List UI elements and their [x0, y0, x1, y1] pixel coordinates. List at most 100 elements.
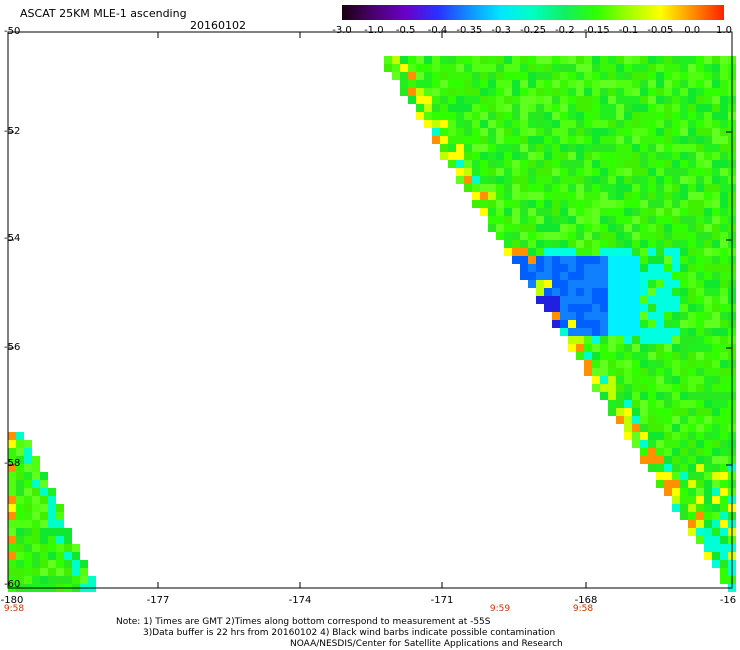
swath-pixel — [624, 336, 632, 344]
swath-pixel — [696, 112, 704, 120]
swath-pixel — [528, 264, 536, 272]
swath-pixel — [536, 176, 544, 184]
swath-pixel — [616, 264, 624, 272]
swath-pixel — [480, 120, 488, 128]
swath-pixel — [720, 224, 728, 232]
swath-pixel — [696, 184, 704, 192]
swath-pixel — [576, 304, 584, 312]
swath-pixel — [696, 344, 704, 352]
swath-pixel — [464, 152, 472, 160]
swath-pixel — [704, 416, 712, 424]
swath-pixel — [8, 440, 16, 448]
swath-pixel — [8, 568, 16, 576]
swath-pixel — [672, 72, 680, 80]
swath-pixel — [424, 72, 432, 80]
swath-pixel — [560, 232, 568, 240]
swath-pixel — [48, 544, 56, 552]
swath-pixel — [32, 496, 40, 504]
swath-pixel — [696, 272, 704, 280]
swath-pixel — [680, 112, 688, 120]
swath-pixel — [560, 288, 568, 296]
swath-pixel — [576, 192, 584, 200]
swath-pixel — [544, 248, 552, 256]
swath-pixel — [520, 80, 528, 88]
swath-pixel — [624, 192, 632, 200]
swath-pixel — [504, 128, 512, 136]
swath-pixel — [680, 160, 688, 168]
swath-pixel — [552, 72, 560, 80]
swath-pixel — [696, 256, 704, 264]
swath-pixel — [608, 248, 616, 256]
swath-pixel — [520, 136, 528, 144]
swath-pixel — [664, 208, 672, 216]
swath-pixel — [608, 184, 616, 192]
swath-pixel — [528, 248, 536, 256]
swath-pixel — [664, 288, 672, 296]
swath-pixel — [712, 280, 720, 288]
swath-pixel — [704, 408, 712, 416]
swath-pixel — [696, 240, 704, 248]
swath-pixel — [704, 184, 712, 192]
swath-pixel — [32, 552, 40, 560]
swath-pixel — [712, 472, 720, 480]
swath-pixel — [616, 88, 624, 96]
swath-pixel — [712, 160, 720, 168]
swath-pixel — [648, 392, 656, 400]
swath-pixel — [680, 320, 688, 328]
swath-pixel — [624, 104, 632, 112]
swath-pixel — [608, 232, 616, 240]
swath-pixel — [712, 112, 720, 120]
swath-pixel — [648, 464, 656, 472]
swath-pixel — [712, 432, 720, 440]
swath-pixel — [712, 496, 720, 504]
swath-pixel — [632, 64, 640, 72]
swath-pixel — [456, 64, 464, 72]
swath-pixel — [456, 176, 464, 184]
swath-pixel — [640, 328, 648, 336]
swath-pixel — [568, 320, 576, 328]
swath-pixel — [24, 568, 32, 576]
swath-pixel — [712, 72, 720, 80]
swath-pixel — [48, 520, 56, 528]
swath-pixel — [584, 360, 592, 368]
swath-pixel — [600, 168, 608, 176]
swath-pixel — [696, 472, 704, 480]
swath-pixel — [560, 120, 568, 128]
swath-pixel — [416, 56, 424, 64]
swath-pixel — [664, 424, 672, 432]
swath-pixel — [624, 256, 632, 264]
swath-pixel — [648, 200, 656, 208]
swath-pixel — [552, 248, 560, 256]
swath-pixel — [544, 64, 552, 72]
swath-pixel — [568, 96, 576, 104]
swath-pixel — [40, 488, 48, 496]
swath-pixel — [680, 304, 688, 312]
swath-pixel — [600, 112, 608, 120]
swath-pixel — [696, 352, 704, 360]
swath-pixel — [624, 56, 632, 64]
swath-pixel — [568, 56, 576, 64]
swath-pixel — [480, 104, 488, 112]
swath-pixel — [576, 104, 584, 112]
swath-pixel — [448, 56, 456, 64]
swath-pixel — [704, 88, 712, 96]
swath-pixel — [544, 88, 552, 96]
swath-pixel — [552, 184, 560, 192]
swath-pixel — [672, 224, 680, 232]
swath-pixel — [704, 200, 712, 208]
swath-pixel — [624, 80, 632, 88]
swath-pixel — [440, 80, 448, 88]
swath-pixel — [712, 224, 720, 232]
swath-pixel — [576, 80, 584, 88]
swath-pixel — [448, 160, 456, 168]
time-label-1: 9:58 — [3, 604, 25, 614]
swath-pixel — [632, 96, 640, 104]
swath-pixel — [672, 128, 680, 136]
swath-pixel — [608, 280, 616, 288]
swath-pixel — [712, 296, 720, 304]
swath-pixel — [600, 264, 608, 272]
swath-pixel — [616, 232, 624, 240]
swath-pixel — [688, 440, 696, 448]
swath-pixel — [592, 288, 600, 296]
swath-pixel — [712, 96, 720, 104]
